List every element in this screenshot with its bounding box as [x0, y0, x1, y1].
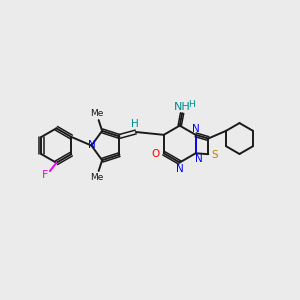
Text: O: O	[151, 149, 160, 159]
Text: Me: Me	[90, 109, 103, 118]
Text: H: H	[188, 100, 194, 109]
Text: N: N	[176, 164, 184, 174]
Text: NH: NH	[174, 102, 190, 112]
Text: F: F	[42, 170, 48, 180]
Text: N: N	[88, 140, 96, 150]
Text: S: S	[212, 150, 218, 160]
Text: Me: Me	[90, 173, 103, 182]
Text: H: H	[131, 119, 139, 129]
Text: N: N	[192, 124, 200, 134]
Text: N: N	[195, 154, 203, 164]
